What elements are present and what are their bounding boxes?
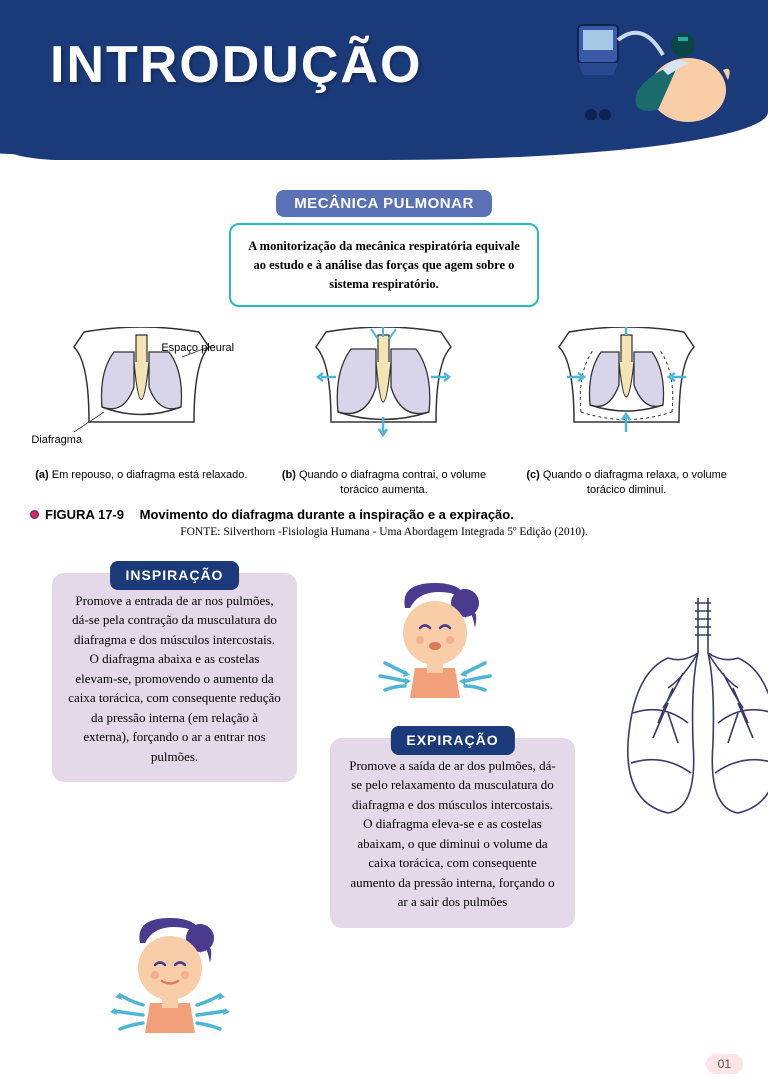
figure-source: FONTE: Silverthorn -Fisiologia Humana - … xyxy=(0,526,768,538)
inspiration-badge: INSPIRAÇÃO xyxy=(110,561,240,590)
inspiration-box: INSPIRAÇÃO Promove a entrada de ar nos p… xyxy=(52,573,297,783)
section-badge: MECÂNICA PULMONAR xyxy=(276,190,492,217)
bullet-icon xyxy=(30,510,39,519)
section-header: MECÂNICA PULMONAR xyxy=(0,190,768,217)
torso-diagram-row: Espaço pleural Diafragma (a) Em repouso,… xyxy=(25,327,743,497)
diagram-cell-a: Espaço pleural Diafragma (a) Em repouso,… xyxy=(31,327,251,497)
lower-section: INSPIRAÇÃO Promove a entrada de ar nos p… xyxy=(0,563,768,1063)
label-diafragma: Diafragma xyxy=(31,434,82,446)
lungs-lineart-icon xyxy=(613,593,768,823)
face-inhale-icon xyxy=(370,578,500,708)
caption-c: (c) Quando o diafragma relaxa, o volume … xyxy=(517,468,737,497)
page-number: 01 xyxy=(706,1054,743,1074)
face-exhale-icon xyxy=(105,913,235,1043)
expiration-badge: EXPIRAÇÃO xyxy=(390,726,514,755)
label-pleural: Espaço pleural xyxy=(161,342,234,354)
diagram-cell-b: (b) Quando o diafragma contrai, o volume… xyxy=(274,327,494,497)
page-title: INTRODUÇÃO xyxy=(50,35,422,95)
figure-number: FIGURA 17-9 xyxy=(45,507,124,522)
torso-b-icon xyxy=(286,327,481,457)
figure-title: Movimento do diafragma durante a inspira… xyxy=(140,507,514,522)
intro-text-box: A monitorização da mecânica respiratória… xyxy=(229,223,539,307)
expiration-text: Promove a saída de ar dos pulmões, dá-se… xyxy=(346,756,559,912)
caption-b: (b) Quando o diafragma contrai, o volume… xyxy=(274,468,494,497)
page-header: INTRODUÇÃO xyxy=(0,0,768,160)
ventilator-patient-icon xyxy=(568,15,738,135)
torso-c-icon xyxy=(529,327,724,457)
diagram-cell-c: (c) Quando o diafragma relaxa, o volume … xyxy=(517,327,737,497)
figure-label-line: FIGURA 17-9 Movimento do diafragma duran… xyxy=(30,507,738,522)
inspiration-text: Promove a entrada de ar nos pulmões, dá-… xyxy=(68,591,281,767)
expiration-box: EXPIRAÇÃO Promove a saída de ar dos pulm… xyxy=(330,738,575,928)
caption-a: (a) Em repouso, o diafragma está relaxad… xyxy=(31,468,251,482)
